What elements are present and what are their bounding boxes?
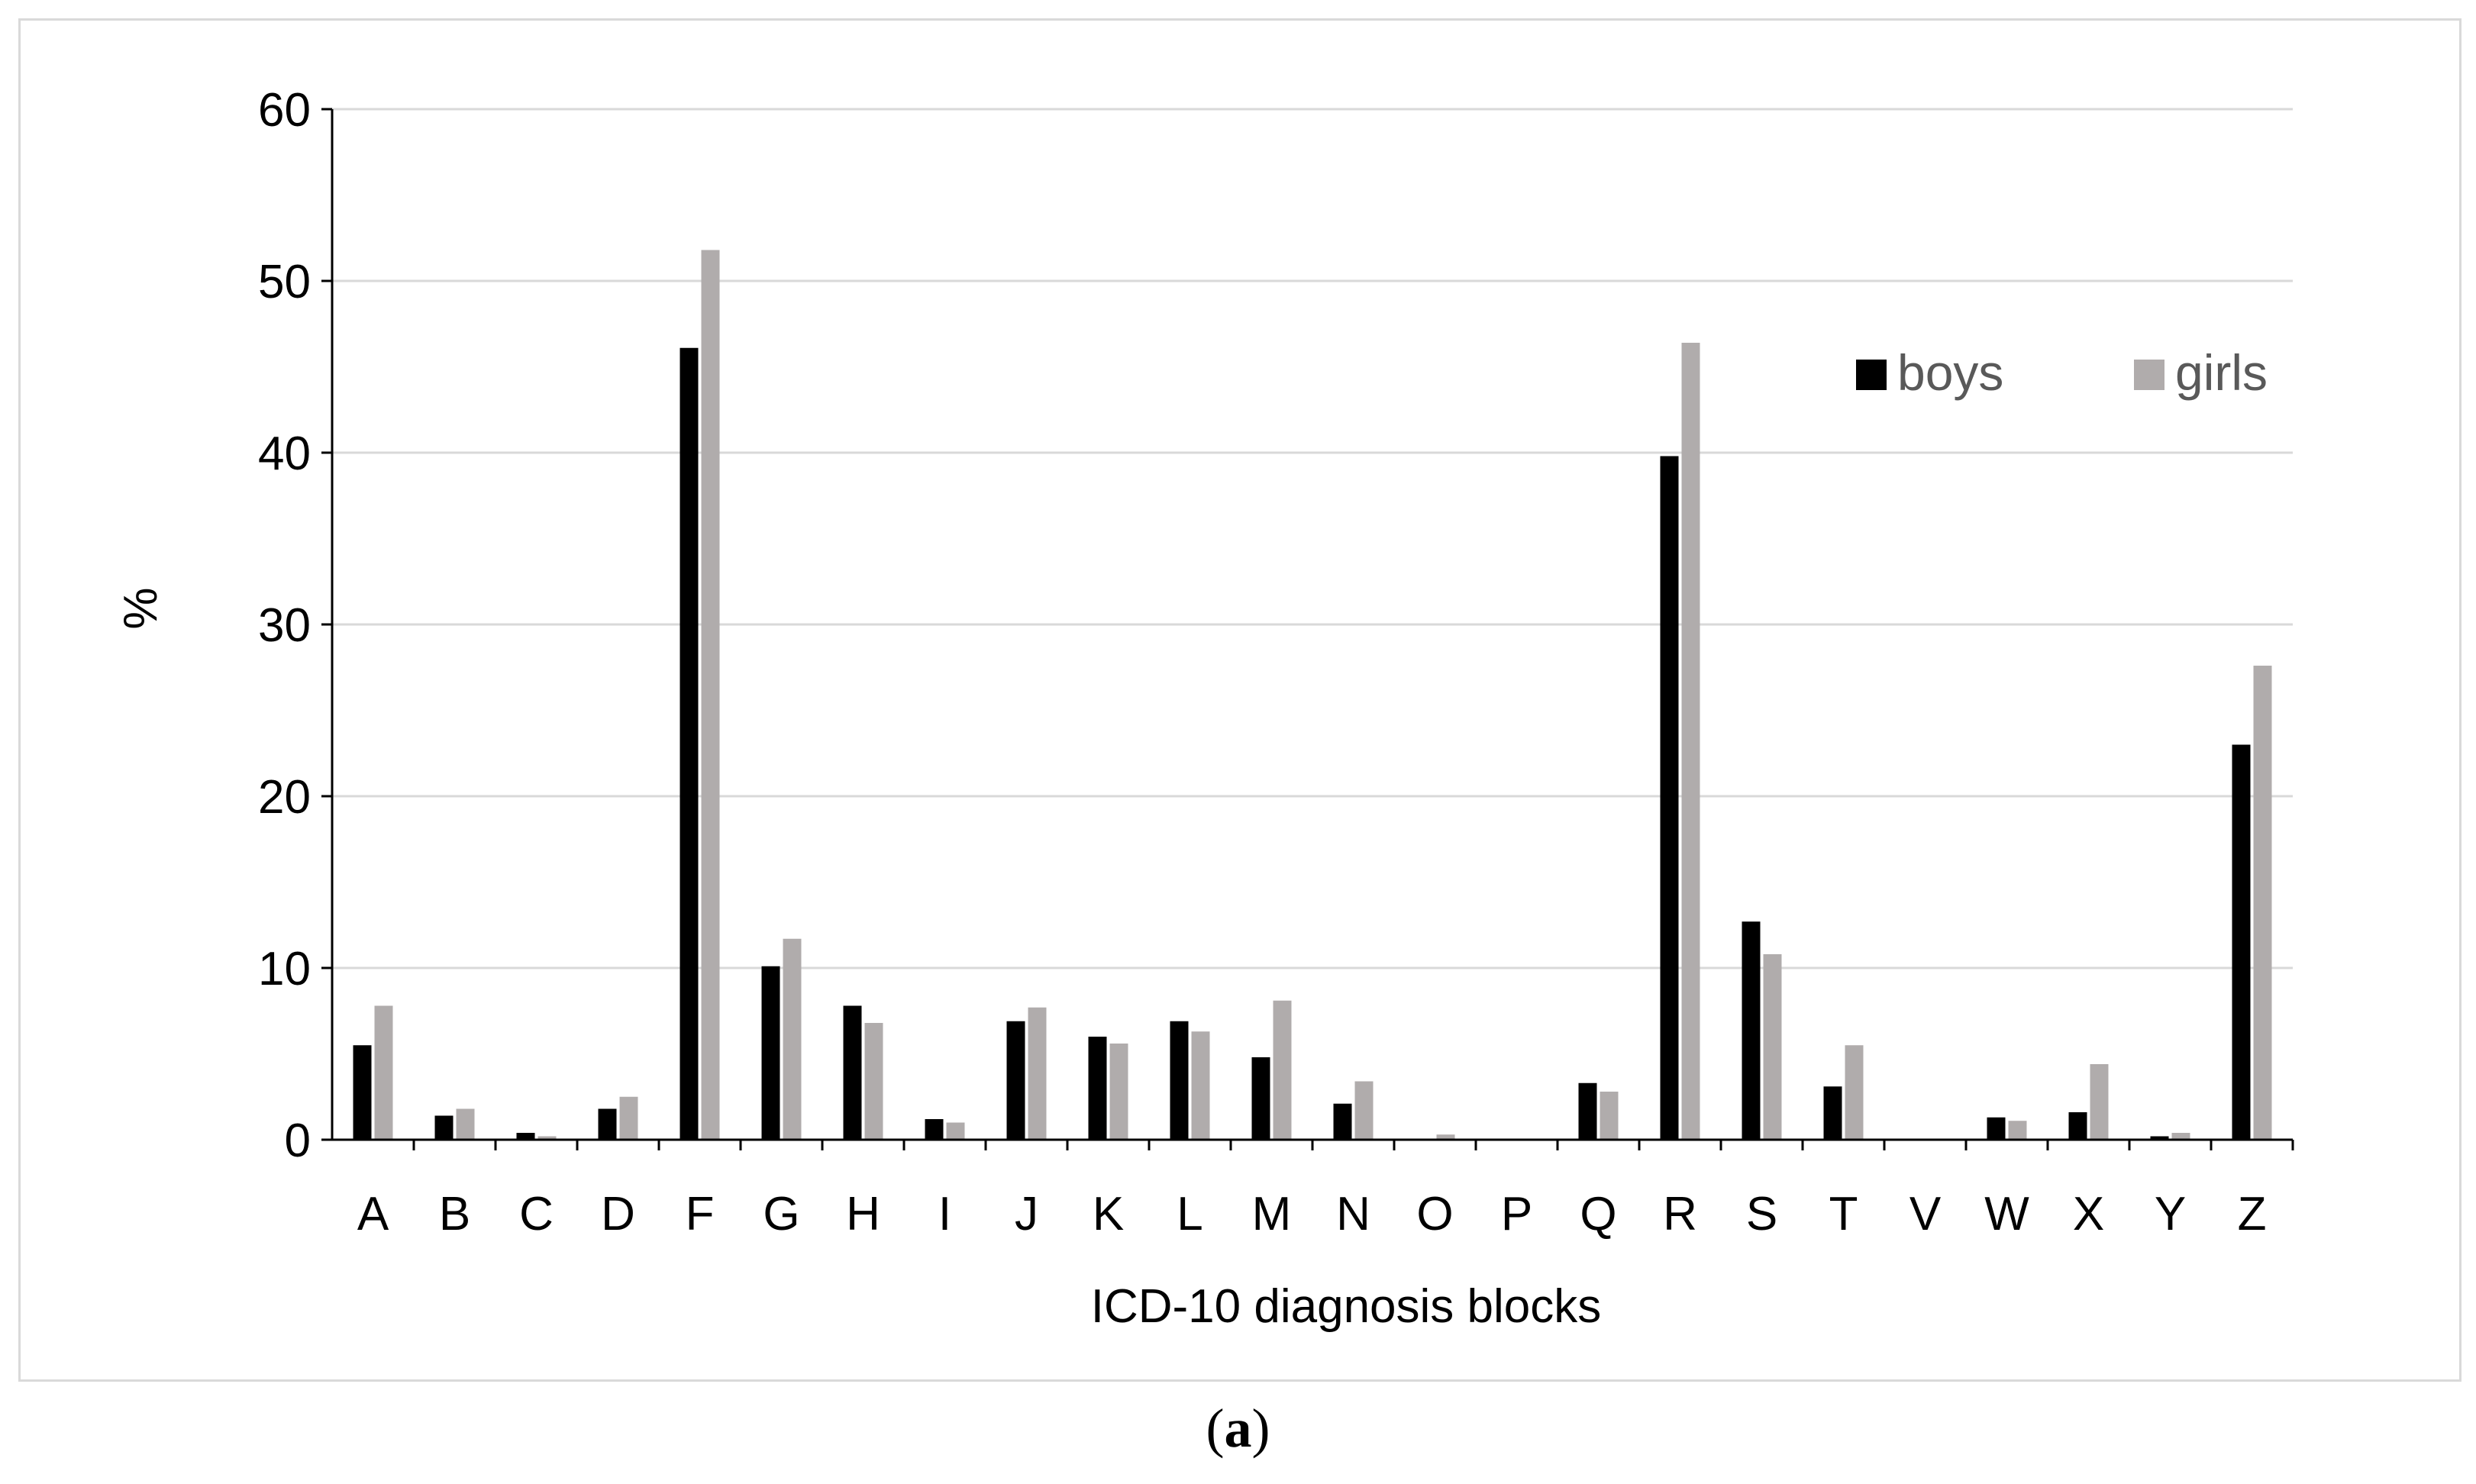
bar-boys-R [1660,456,1679,1140]
bar-boys-Y [2150,1136,2169,1140]
bar-girls-A [374,1005,393,1140]
bar-boys-K [1088,1037,1107,1140]
x-tick-label-L: L [1177,1188,1202,1240]
x-tick-label-I: I [938,1188,951,1240]
x-tick-label-M: M [1252,1188,1292,1240]
bar-girls-O [1436,1134,1455,1140]
bar-boys-G [761,966,780,1140]
caption-open-paren: ( [1206,1398,1225,1459]
x-tick-label-F: F [686,1188,715,1240]
x-tick-label-G: G [763,1188,799,1240]
bar-girls-C [537,1136,557,1140]
caption-close-paren: ) [1251,1398,1270,1459]
legend-swatch-boys [1856,360,1887,390]
bar-boys-X [2068,1112,2087,1140]
bar-boys-Q [1578,1082,1597,1140]
gridlines [321,108,2294,1150]
y-tick-label: 30 [258,599,311,652]
bar-girls-X [2090,1064,2109,1140]
bar-girls-M [1273,1000,1292,1140]
x-axis-title: ICD-10 diagnosis blocks [1091,1280,1602,1333]
bar-girls-G [783,938,802,1140]
figure-caption: (a) [0,1397,2476,1460]
legend-label-girls: girls [2175,344,2268,401]
bar-girls-S [1763,954,1782,1140]
y-tick-label: 20 [258,771,311,824]
bar-girls-N [1354,1081,1374,1140]
bar-girls-Y [2171,1133,2190,1140]
bar-boys-M [1251,1057,1270,1140]
y-tick-label: 40 [258,427,311,480]
x-tick-label-Y: Y [2155,1188,2186,1240]
bar-boys-H [843,1005,862,1140]
bars [353,250,2272,1140]
y-axis-title: % [115,587,167,629]
bar-boys-S [1742,921,1761,1140]
x-tick-label-J: J [1015,1188,1038,1240]
legend-label-boys: boys [1897,344,2003,401]
x-tick-label-Z: Z [2238,1188,2267,1240]
bar-girls-W [2008,1121,2027,1140]
bar-boys-F [680,347,699,1140]
bar-boys-C [516,1133,535,1140]
bar-girls-D [619,1096,638,1140]
bar-girls-T [1845,1045,1864,1140]
y-tick-labels: 0 10 20 30 40 50 60 [258,84,311,1167]
bar-boys-N [1333,1103,1352,1140]
bar-boys-B [434,1115,454,1140]
x-tick-label-Q: Q [1580,1188,1616,1240]
bar-girls-H [864,1023,883,1140]
bar-boys-Z [2232,744,2251,1140]
x-tick-label-W: W [1984,1188,2029,1240]
y-tick-label: 50 [258,256,311,308]
bar-boys-J [1006,1021,1025,1140]
x-tick-label-C: C [519,1188,554,1240]
x-tick-label-S: S [1746,1188,1777,1240]
bar-boys-L [1170,1021,1189,1140]
axes [321,109,2293,1141]
x-tick-label-X: X [2073,1188,2104,1240]
x-tick-label-P: P [1501,1188,1532,1240]
bar-girls-R [1681,343,1700,1140]
y-tick-label: 60 [258,84,311,137]
x-tick-label-H: H [846,1188,880,1240]
bar-girls-B [456,1108,475,1140]
x-tick-label-K: K [1093,1188,1124,1240]
x-tick-label-D: D [601,1188,635,1240]
bar-girls-L [1191,1031,1210,1140]
x-tick-label-O: O [1416,1188,1453,1240]
bar-girls-K [1109,1044,1128,1140]
bar-girls-J [1028,1007,1047,1140]
x-tick-label-A: A [357,1188,389,1240]
bar-boys-W [1987,1117,2006,1140]
y-tick-label: 10 [258,943,311,995]
legend-swatch-girls [2134,360,2164,390]
bar-boys-D [598,1108,617,1140]
x-tick-label-R: R [1663,1188,1697,1240]
x-tick-label-N: N [1336,1188,1370,1240]
legend: boys girls [1856,344,2268,401]
y-tick-label: 0 [285,1115,311,1167]
bar-girls-I [946,1122,965,1140]
x-tick-label-B: B [439,1188,470,1240]
x-tick-label-V: V [1909,1188,1942,1240]
bar-girls-F [701,250,720,1140]
bar-boys-I [925,1119,944,1140]
caption-letter: a [1224,1398,1252,1459]
bar-boys-T [1823,1086,1842,1140]
bar-girls-Q [1600,1092,1619,1140]
x-tick-label-T: T [1829,1188,1858,1240]
bar-girls-Z [2253,666,2272,1140]
bar-boys-A [353,1045,372,1140]
